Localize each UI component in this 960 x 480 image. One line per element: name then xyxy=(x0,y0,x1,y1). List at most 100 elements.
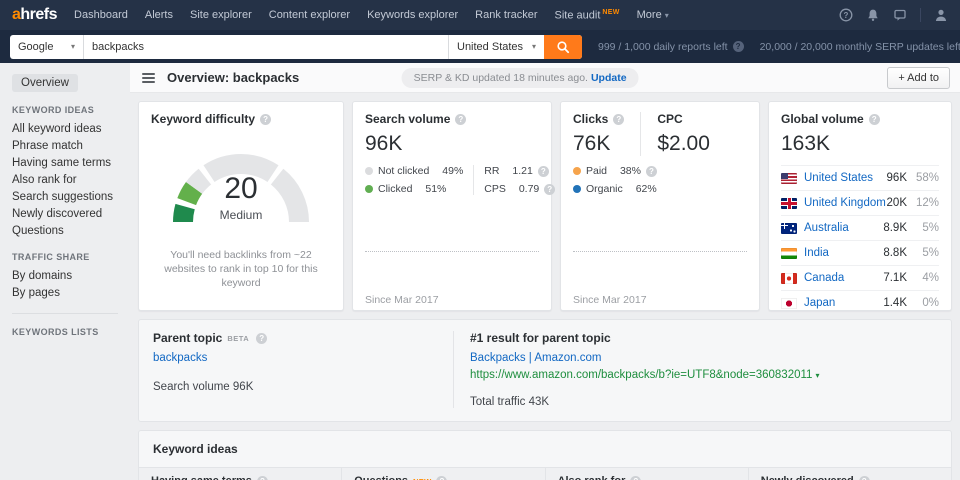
user-account-icon[interactable] xyxy=(934,8,948,22)
sidebar-item-by-domains[interactable]: By domains xyxy=(12,269,73,282)
overview-content: Keyword difficulty? 20 Medium You'll nee… xyxy=(130,93,960,480)
country-link[interactable]: Japan xyxy=(804,297,836,309)
sidebar-section-keyword-ideas: KEYWORD IDEAS xyxy=(12,105,95,115)
difficulty-gauge: 20 Medium xyxy=(161,142,321,230)
new-badge: NEW xyxy=(602,8,620,16)
nav-content-explorer[interactable]: Content explorer xyxy=(268,9,351,21)
sidebar-item-search-suggestions[interactable]: Search suggestions xyxy=(12,190,114,203)
ahrefs-logo[interactable]: ahrefs xyxy=(12,6,58,24)
reference-line xyxy=(573,251,747,253)
clicks-block: Clicks? 76K xyxy=(573,112,640,156)
keyword-ideas-title: Keyword ideas xyxy=(153,442,238,456)
difficulty-level: Medium xyxy=(219,208,263,222)
beta-badge: BETA xyxy=(227,333,250,343)
keyword-search-input[interactable] xyxy=(84,34,448,59)
legend-organic: Organic 62% xyxy=(573,183,657,195)
difficulty-value: 20 xyxy=(224,172,258,205)
page-title: Overview: backpacks xyxy=(167,70,300,85)
sidebar-item-newly-discovered[interactable]: Newly discovered xyxy=(12,207,103,220)
search-volume-chart xyxy=(365,207,539,289)
help-icon[interactable]: ? xyxy=(839,8,853,22)
nav-more[interactable]: More ▾ xyxy=(636,9,669,21)
keyword-search-bar: Google▾ United States▾ xyxy=(10,34,582,59)
add-to-list-button[interactable]: + Add to xyxy=(887,66,950,89)
update-link[interactable]: Update xyxy=(590,71,627,84)
parent-topic-search-volume: Search volume 96K xyxy=(153,381,254,393)
nav-site-explorer[interactable]: Site explorer xyxy=(189,9,252,21)
australia-flag-icon xyxy=(781,222,797,234)
main-nav: Dashboard Alerts Site explorer Content e… xyxy=(74,9,669,22)
page-header: Overview: backpacks SERP & KD updated 18… xyxy=(130,63,960,93)
sidebar-item-phrase-match[interactable]: Phrase match xyxy=(12,139,83,152)
india-flag-icon xyxy=(781,247,797,259)
global-volume-card: Global volume? 163K United States 96K 58… xyxy=(768,101,952,311)
cps-stat: CPS 0.79? xyxy=(484,183,556,195)
legend-dot xyxy=(573,185,581,193)
column-questions: QuestionsNEW? where to buy backpacks 900 xyxy=(341,467,545,480)
country-row: United States 96K 58% xyxy=(781,165,939,190)
clicks-value: 76K xyxy=(573,132,611,155)
country-link[interactable]: Canada xyxy=(804,272,845,284)
notifications-bell-icon[interactable] xyxy=(866,8,880,22)
parent-topic-keyword-link[interactable]: backpacks xyxy=(153,352,208,364)
sidebar-item-overview[interactable]: Overview xyxy=(12,74,78,92)
sidebar-section-traffic-share: TRAFFIC SHARE xyxy=(12,252,90,262)
info-icon: ? xyxy=(645,165,657,177)
info-icon: ? xyxy=(436,475,448,480)
chevron-down-icon: ▾ xyxy=(70,42,75,51)
country-select[interactable]: United States ▾ xyxy=(448,34,544,59)
new-badge: NEW xyxy=(413,477,431,480)
cpc-block: CPC $2.00 xyxy=(640,112,710,156)
japan-flag-icon xyxy=(781,297,797,309)
global-volume-value: 163K xyxy=(781,132,831,155)
daily-reports-quota: 999 / 1,000 daily reports left? xyxy=(598,41,744,53)
top-result-link[interactable]: Backpacks | Amazon.com xyxy=(470,352,602,364)
legend-dot xyxy=(365,185,373,193)
legend-clicked: Clicked 51% xyxy=(365,183,463,195)
metric-cards-row: Keyword difficulty? 20 Medium You'll nee… xyxy=(138,101,952,311)
menu-icon[interactable] xyxy=(140,69,157,87)
navbar-icons: ? xyxy=(839,8,948,22)
chat-icon[interactable] xyxy=(893,8,907,22)
chart-caption: Since Mar 2017 xyxy=(573,294,647,306)
clicks-legend: Paid 38%? Organic 62% xyxy=(573,165,747,195)
top-navbar: ahrefs Dashboard Alerts Site explorer Co… xyxy=(0,0,960,30)
logo-rest: hrefs xyxy=(20,6,58,23)
keyword-difficulty-card: Keyword difficulty? 20 Medium You'll nee… xyxy=(138,101,344,311)
sidebar-item-questions[interactable]: Questions xyxy=(12,224,64,237)
info-icon: ? xyxy=(858,475,870,480)
top-result-title: #1 result for parent topic xyxy=(470,331,611,345)
united-kingdom-flag-icon xyxy=(781,197,797,209)
info-icon: ? xyxy=(455,113,467,125)
top-result-url[interactable]: https://www.amazon.com/backpacks/b?ie=UT… xyxy=(470,369,820,381)
info-icon: ? xyxy=(868,113,880,125)
country-link[interactable]: Australia xyxy=(804,222,849,234)
country-link[interactable]: United States xyxy=(804,172,874,184)
clicks-chart xyxy=(573,207,747,289)
info-icon: ? xyxy=(256,475,268,480)
info-icon: ? xyxy=(256,332,268,344)
sidebar-item-having-same-terms[interactable]: Having same terms xyxy=(12,156,112,169)
search-button[interactable] xyxy=(544,34,582,59)
search-volume-value: 96K xyxy=(365,132,403,155)
sidebar-item-all-keyword-ideas[interactable]: All keyword ideas xyxy=(12,122,102,135)
country-link[interactable]: India xyxy=(804,247,829,259)
info-icon: ? xyxy=(630,475,642,480)
parent-topic-block: Parent topic BETA? backpacks Search volum… xyxy=(153,331,453,408)
nav-keywords-explorer[interactable]: Keywords explorer xyxy=(367,9,459,21)
nav-site-audit[interactable]: Site audit NEW xyxy=(554,8,620,22)
search-volume-legend: Not clicked 49% Clicked 51% RR 1.21? CPS… xyxy=(365,165,556,195)
chart-caption: Since Mar 2017 xyxy=(365,294,439,306)
left-sidebar: Overview KEYWORD IDEAS All keyword ideas… xyxy=(0,63,130,480)
nav-dashboard[interactable]: Dashboard xyxy=(74,9,128,21)
serp-updates-quota: 20,000 / 20,000 monthly SERP updates lef… xyxy=(759,40,960,53)
search-engine-select[interactable]: Google ▾ xyxy=(10,34,84,59)
country-link[interactable]: United Kingdom xyxy=(804,197,886,209)
total-traffic: Total traffic 43K xyxy=(470,396,550,408)
nav-rank-tracker[interactable]: Rank tracker xyxy=(475,9,538,21)
sidebar-item-also-rank-for[interactable]: Also rank for xyxy=(12,173,77,186)
sidebar-item-by-pages[interactable]: By pages xyxy=(12,286,60,299)
country-row: United Kingdom 20K 12% xyxy=(781,190,939,215)
legend-not-clicked: Not clicked 49% xyxy=(365,165,463,177)
nav-alerts[interactable]: Alerts xyxy=(144,9,173,21)
